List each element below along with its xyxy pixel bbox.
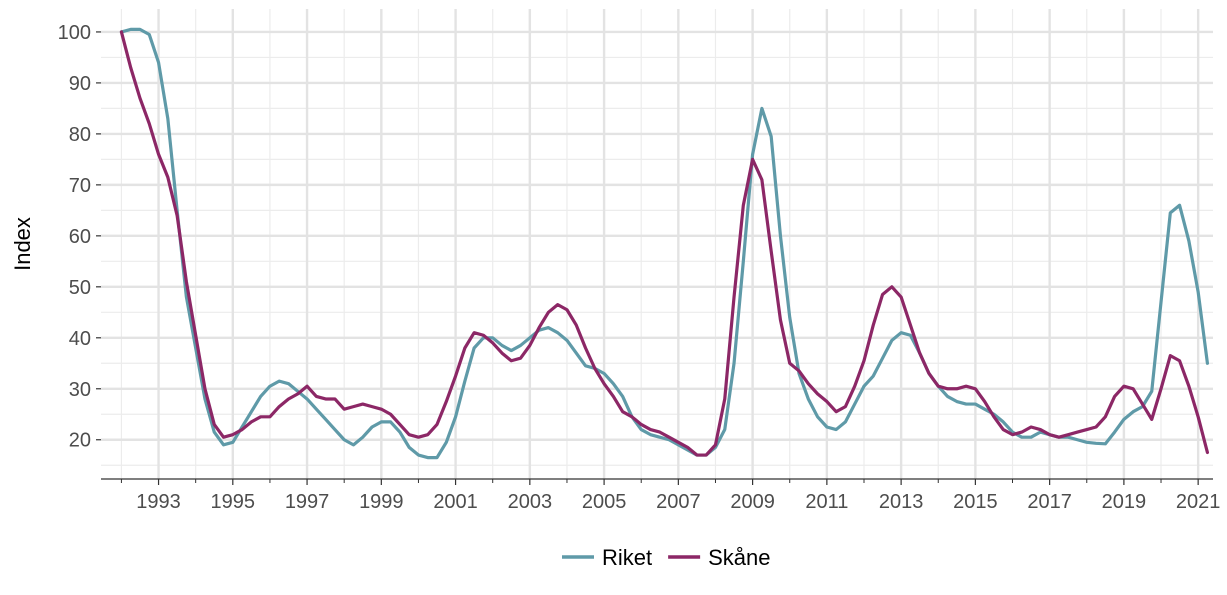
series-line-sk-ne — [119, 30, 1210, 457]
axis-ticks — [96, 31, 1213, 485]
y-tick-label: 70 — [69, 175, 91, 197]
x-tick-label: 2003 — [508, 491, 553, 513]
y-tick-labels: 20 30 40 50 60 70 80 90 100 — [58, 22, 91, 452]
y-tick-label: 40 — [69, 328, 91, 350]
x-tick-label: 1997 — [285, 491, 330, 513]
y-axis-title: Index — [10, 217, 35, 271]
y-tick-label: 90 — [69, 73, 91, 95]
x-tick-label: 1993 — [136, 491, 181, 513]
y-tick-label: 80 — [69, 124, 91, 146]
y-tick-label: 50 — [69, 277, 91, 299]
x-tick-label: 2021 — [1176, 491, 1221, 513]
series-lines — [119, 27, 1210, 460]
x-tick-label: 1995 — [211, 491, 256, 513]
y-tick-label: 30 — [69, 379, 91, 401]
x-tick-label: 2007 — [656, 491, 701, 513]
legend-label-riket: Riket — [602, 545, 652, 570]
x-tick-label: 2015 — [953, 491, 998, 513]
x-tick-label: 1999 — [359, 491, 404, 513]
y-tick-label: 60 — [69, 226, 91, 248]
x-tick-label: 2005 — [582, 491, 627, 513]
x-tick-label: 2017 — [1027, 491, 1072, 513]
x-tick-label: 2011 — [805, 491, 848, 513]
legend-label-sk-ne: Skåne — [708, 545, 770, 570]
x-tick-label: 2013 — [879, 491, 924, 513]
y-tick-label: 100 — [58, 22, 91, 44]
legend: Riket Skåne — [562, 545, 771, 570]
x-tick-label: 2019 — [1102, 491, 1147, 513]
series-line-riket — [119, 27, 1210, 460]
x-tick-labels: 1993 1995 1997 1999 2001 2003 2005 2007 2009 2011… — [136, 491, 1220, 513]
y-tick-label: 20 — [69, 430, 91, 452]
x-tick-label: 2009 — [730, 491, 775, 513]
x-tick-label: 2001 — [433, 491, 478, 513]
